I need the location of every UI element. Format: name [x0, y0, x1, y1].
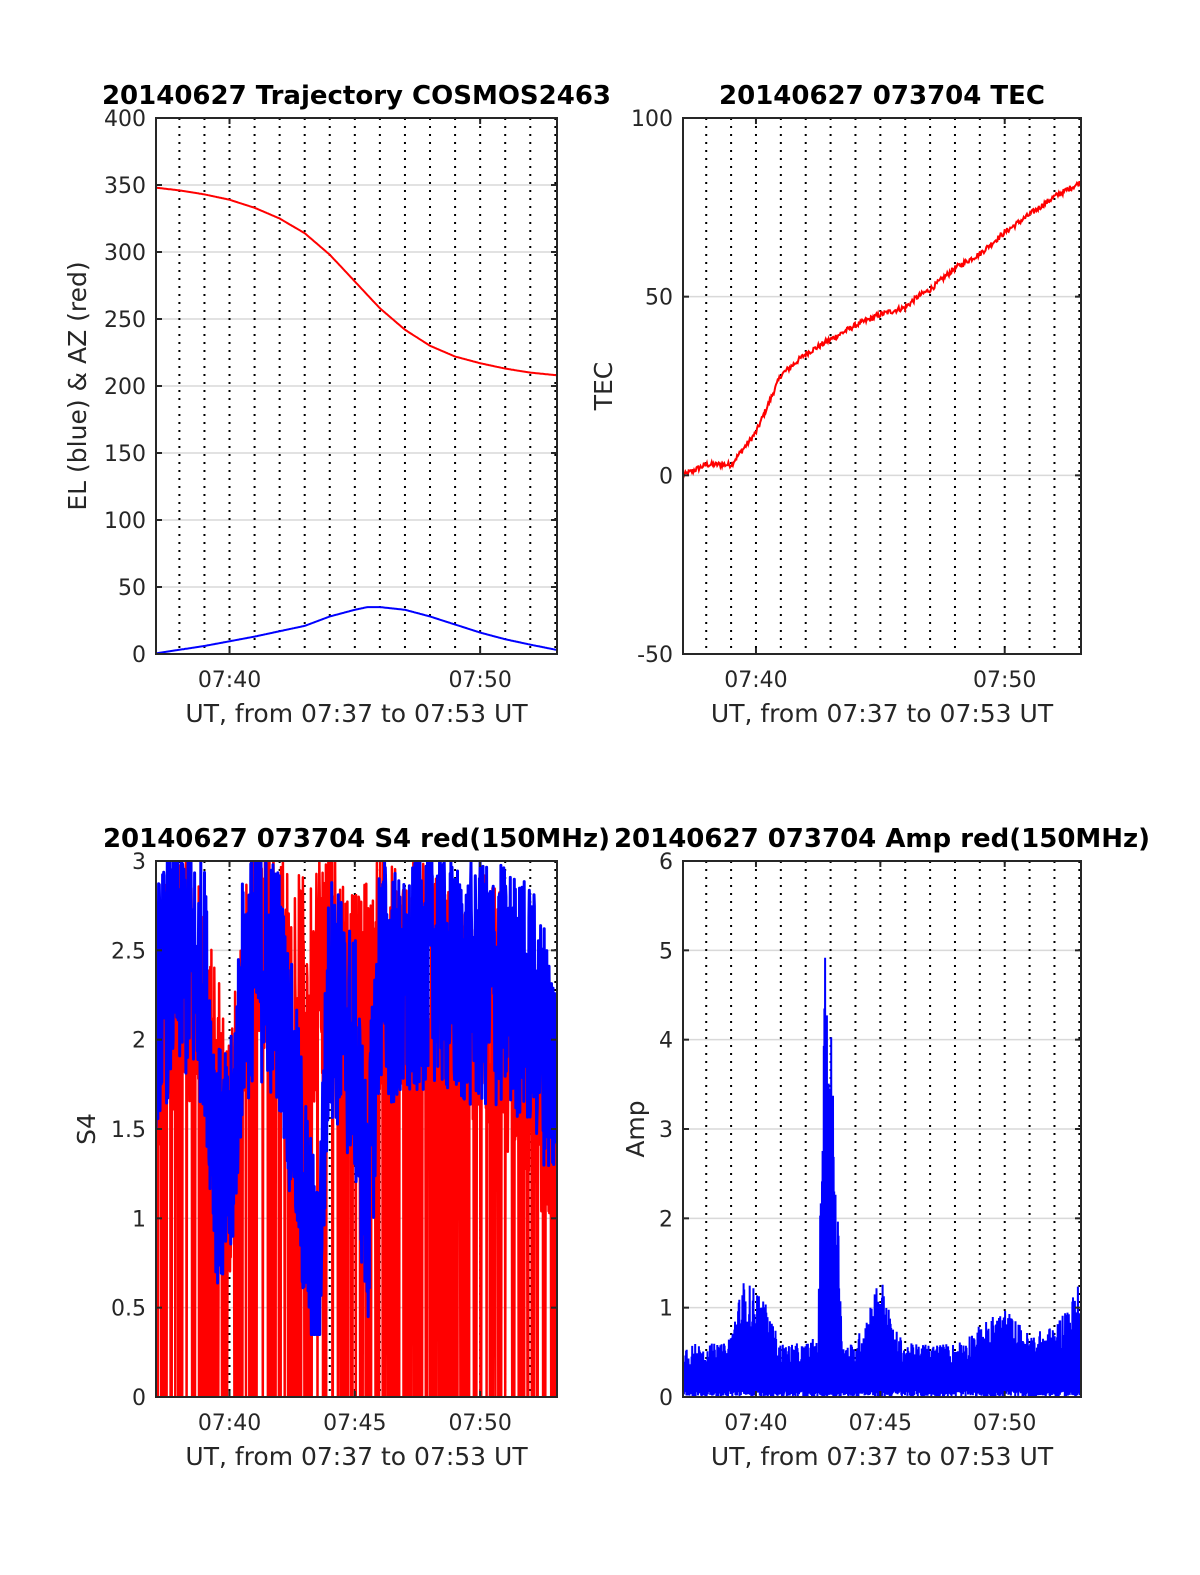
y-tick-label: 150 — [104, 442, 146, 467]
y-axis-label: Amp — [621, 1100, 650, 1157]
x-tick-label: 07:40 — [724, 1411, 787, 1436]
x-tick-label: 07:40 — [198, 668, 261, 693]
y-tick-label: 100 — [631, 107, 673, 132]
x-tick-label: 07:50 — [973, 1411, 1036, 1436]
chart-title: 20140627 073704 S4 red(150MHz) — [103, 824, 610, 854]
y-tick-label: 300 — [104, 241, 146, 266]
x-axis-label: UT, from 07:37 to 07:53 UT — [711, 699, 1054, 728]
y-tick-label: 100 — [104, 509, 146, 534]
y-tick-label: 1.5 — [111, 1118, 146, 1143]
y-tick-label: 2 — [659, 1207, 673, 1232]
y-tick-label: 1 — [132, 1207, 146, 1232]
y-tick-label: 3 — [659, 1118, 673, 1143]
y-tick-label: 0 — [659, 1386, 673, 1411]
y-tick-label: 50 — [645, 286, 673, 311]
y-tick-label: 0 — [132, 643, 146, 668]
series-line — [156, 606, 557, 654]
x-tick-label: 07:50 — [448, 668, 511, 693]
y-tick-label: 2.5 — [111, 939, 146, 964]
x-axis-label: UT, from 07:37 to 07:53 UT — [185, 1442, 528, 1471]
y-tick-label: 0 — [659, 464, 673, 489]
panel-trajectory: 0 50 100 150 200 250 300 350 400 07:40 07:50 201406… — [63, 81, 611, 728]
y-axis-label: S4 — [72, 1113, 101, 1145]
y-tick-label: 250 — [104, 308, 146, 333]
chart-title: 20140627 073704 TEC — [719, 81, 1045, 111]
y-tick-label: -50 — [637, 643, 673, 668]
panel-amp: 0 1 2 3 4 5 6 07:40 07:45 07:50 20140627 073704 Am… — [614, 824, 1150, 1471]
x-tick-label: 07:40 — [724, 668, 787, 693]
series-line — [683, 957, 1081, 1397]
x-tick-label: 07:50 — [448, 1411, 511, 1436]
x-axis-label: UT, from 07:37 to 07:53 UT — [185, 699, 528, 728]
y-tick-label: 200 — [104, 375, 146, 400]
y-tick-label: 1 — [659, 1297, 673, 1322]
y-axis-label: TEC — [589, 362, 618, 412]
y-tick-label: 400 — [104, 107, 146, 132]
y-tick-label: 6 — [659, 850, 673, 875]
y-tick-label: 0.5 — [111, 1297, 146, 1322]
y-tick-label: 50 — [118, 576, 146, 601]
series-line — [683, 180, 1081, 479]
x-axis-label: UT, from 07:37 to 07:53 UT — [711, 1442, 1054, 1471]
y-tick-label: 350 — [104, 174, 146, 199]
chart-title: 20140627 Trajectory COSMOS2463 — [102, 81, 611, 111]
axes-box — [682, 117, 1082, 655]
y-tick-label: 0 — [132, 1386, 146, 1411]
series-line — [156, 186, 557, 377]
y-tick-label: 5 — [659, 939, 673, 964]
x-tick-label: 07:45 — [849, 1411, 912, 1436]
y-tick-label: 2 — [132, 1029, 146, 1054]
x-tick-label: 07:45 — [323, 1411, 386, 1436]
y-tick-label: 3 — [132, 850, 146, 875]
panel-tec: -50 0 50 100 07:40 07:50 20140627 073704 TEC UT… — [589, 81, 1082, 728]
y-tick-label: 4 — [659, 1029, 673, 1054]
series-line — [156, 861, 557, 1336]
x-tick-label: 07:40 — [198, 1411, 261, 1436]
y-axis-label: EL (blue) & AZ (red) — [63, 261, 92, 510]
x-tick-label: 07:50 — [973, 668, 1036, 693]
panel-s4: 0 0.5 1 1.5 2 2.5 3 07:40 07:45 07:50 20140627 073… — [72, 824, 610, 1471]
chart-title: 20140627 073704 Amp red(150MHz) — [614, 824, 1150, 854]
